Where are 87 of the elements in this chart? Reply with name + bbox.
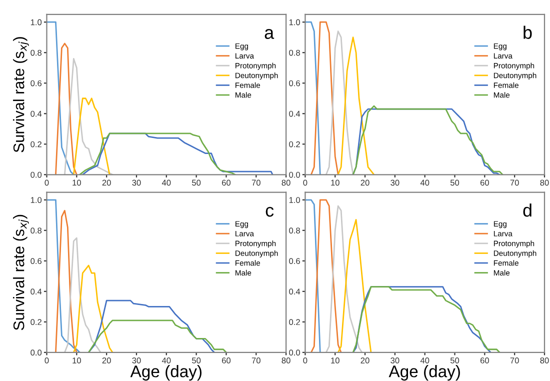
line-series [55, 42, 78, 175]
y-tick-label: 0.2 [289, 141, 300, 148]
x-tick-label: 80 [282, 358, 290, 364]
x-tick-label: 20 [360, 180, 370, 186]
line-series [72, 264, 114, 352]
x-tick-label: 70 [252, 358, 260, 364]
x-tick-label: 30 [132, 358, 141, 364]
y-tick-label: 0.0 [30, 350, 42, 356]
x-tick-label: 0 [44, 358, 49, 364]
x-tick-label: 10 [331, 358, 340, 364]
line-series [337, 36, 375, 175]
y-axis-title: Survival rate (s$_{xj}$) [13, 37, 29, 152]
x-tick-label: 60 [480, 358, 489, 364]
x-tick-label: 20 [102, 358, 111, 364]
line-series [78, 132, 236, 175]
x-tick-label: 50 [450, 358, 460, 364]
line-series [325, 30, 354, 175]
y-tick-label: 0.6 [30, 80, 42, 86]
y-tick-label: 1.0 [30, 197, 42, 203]
x-tick-label: 60 [222, 358, 231, 364]
x-tick-label: 0 [44, 180, 49, 186]
x-tick-label: 80 [282, 180, 290, 186]
x-tick-label: 40 [420, 358, 430, 364]
x-tick-label: 30 [390, 358, 400, 364]
line-series [325, 205, 363, 352]
x-axis-title: Age (day) [388, 365, 460, 381]
x-tick-label: 70 [510, 180, 519, 186]
y-tick-label: 0.0 [289, 350, 300, 356]
x-tick-label: 60 [480, 180, 489, 186]
y-axis-title: Survival rate (s$_{xj}$) [13, 214, 29, 330]
y-tick-label: 0.2 [30, 319, 42, 326]
y-tick-label: 0.4 [289, 288, 300, 295]
x-tick-label: 60 [222, 180, 231, 186]
line-series [88, 300, 215, 352]
y-tick-label: 0.8 [289, 228, 300, 234]
line-series [310, 199, 342, 352]
x-tick-label: 40 [420, 180, 430, 186]
x-tick-label: 20 [102, 180, 111, 186]
line-series [46, 21, 74, 175]
x-tick-label: 50 [192, 358, 201, 364]
y-tick-label: 0.8 [30, 50, 42, 56]
x-tick-label: 10 [72, 358, 81, 364]
line-series [46, 199, 80, 352]
y-tick-label: 0.2 [30, 141, 42, 148]
line-series [88, 320, 227, 352]
annotation: b [524, 26, 532, 39]
y-tick-label: 0.0 [289, 172, 300, 178]
y-tick-label: 0.4 [30, 288, 42, 295]
y-tick-label: 0.6 [289, 80, 300, 86]
line-series [305, 199, 321, 352]
annotation: c [266, 206, 274, 217]
x-tick-label: 80 [540, 180, 549, 186]
x-tick-label: 50 [450, 180, 460, 186]
x-tick-label: 10 [331, 180, 340, 186]
x-tick-label: 30 [132, 180, 141, 186]
y-tick-label: 0.4 [30, 110, 42, 117]
x-tick-label: 50 [192, 180, 201, 186]
line-series [55, 210, 78, 352]
line-series [72, 98, 110, 175]
x-tick-label: 40 [162, 180, 171, 186]
y-tick-label: 0.4 [289, 110, 300, 117]
y-tick-label: 1.0 [289, 19, 300, 26]
y-tick-label: 0.2 [289, 319, 300, 326]
x-tick-label: 70 [252, 180, 260, 186]
y-tick-label: 0.6 [289, 258, 300, 264]
line-series [64, 237, 102, 352]
y-tick-label: 1.0 [30, 19, 42, 26]
line-series [337, 219, 372, 352]
line-series [305, 21, 321, 175]
x-tick-label: 40 [162, 358, 171, 364]
x-tick-label: 0 [303, 180, 308, 186]
x-tick-label: 10 [72, 180, 81, 186]
x-tick-label: 30 [390, 180, 400, 186]
annotation: d [523, 203, 532, 217]
line-series [310, 21, 339, 175]
x-axis-title: Age (day) [130, 365, 202, 381]
x-tick-label: 70 [510, 358, 519, 364]
y-tick-label: 1.0 [289, 197, 300, 203]
annotation: a [264, 29, 274, 39]
x-tick-label: 0 [303, 358, 308, 364]
y-tick-label: 0.8 [30, 228, 42, 234]
x-tick-label: 80 [540, 358, 549, 364]
y-tick-label: 0.0 [30, 172, 42, 178]
y-tick-label: 0.6 [30, 258, 42, 264]
y-tick-label: 0.8 [289, 50, 300, 56]
line-series [64, 58, 114, 175]
x-tick-label: 20 [360, 358, 370, 364]
